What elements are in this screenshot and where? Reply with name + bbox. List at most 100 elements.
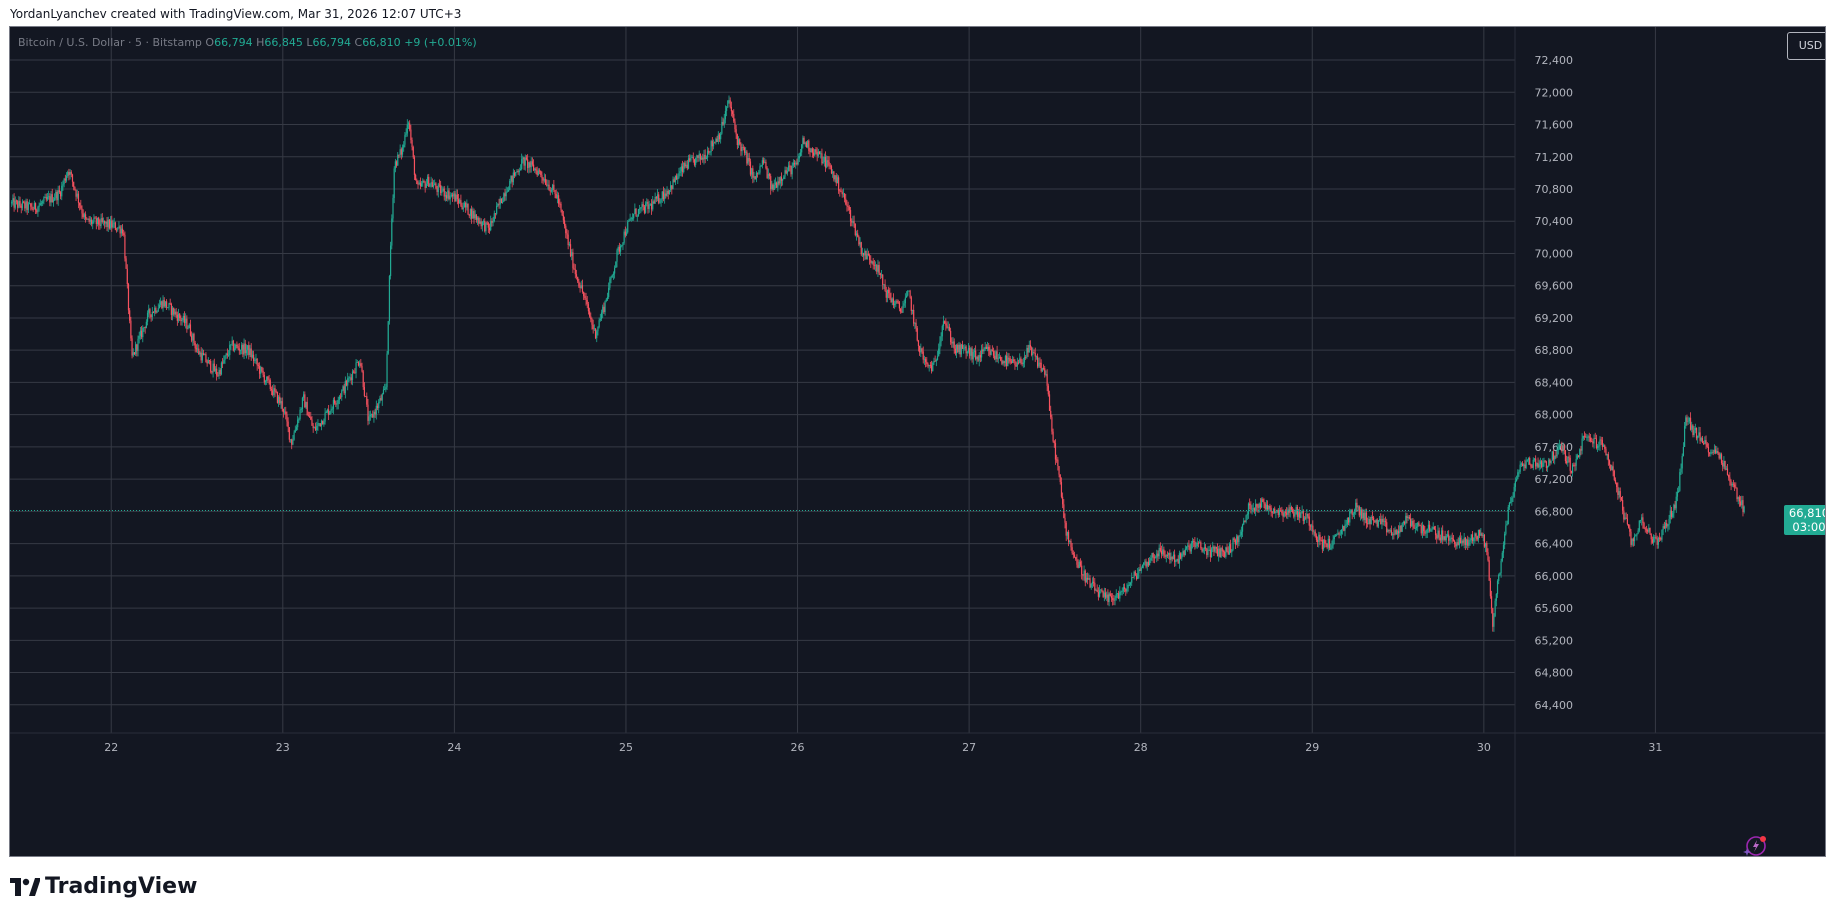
- candle-body: [1476, 536, 1478, 540]
- candle-body: [334, 399, 336, 404]
- symbol-legend[interactable]: Bitcoin / U.S. Dollar · 5 · Bitstamp O66…: [18, 36, 477, 49]
- candle-body: [718, 134, 721, 140]
- candle-body: [1591, 441, 1593, 443]
- candle-body: [266, 376, 268, 382]
- currency-button[interactable]: USD: [1787, 32, 1825, 60]
- candle-body: [574, 269, 576, 275]
- candle-body: [330, 409, 332, 412]
- sparkle-icon[interactable]: [1741, 832, 1769, 856]
- brand-name: TradingView: [45, 874, 198, 899]
- candle-body: [948, 326, 951, 331]
- candle-body: [18, 200, 20, 208]
- candle-body: [1262, 499, 1264, 502]
- candle-body: [250, 348, 252, 358]
- candle-body: [986, 346, 989, 349]
- candle-body: [1717, 450, 1719, 453]
- candle-body: [1022, 362, 1024, 365]
- candle-body: [1100, 589, 1102, 591]
- candle-body: [1303, 517, 1306, 522]
- candle-body: [961, 344, 964, 349]
- candle-body: [951, 342, 953, 344]
- candle-body: [1531, 466, 1533, 468]
- candle-body: [341, 390, 343, 398]
- candle-body: [998, 357, 1001, 359]
- candle-body: [264, 381, 267, 383]
- candle-body: [1470, 534, 1472, 541]
- candle-body: [901, 311, 903, 313]
- candle-body: [522, 157, 524, 160]
- candle-body: [1392, 533, 1394, 536]
- candle-body: [366, 396, 368, 405]
- candle-body: [1108, 593, 1110, 603]
- candle-body: [954, 348, 956, 354]
- candle-body: [300, 409, 302, 410]
- candle-body: [708, 150, 710, 153]
- candle-body: [637, 209, 640, 216]
- candle-body: [1384, 521, 1387, 523]
- candle-body: [677, 177, 679, 180]
- candle-body: [401, 147, 404, 155]
- legend-symbol[interactable]: Bitcoin / U.S. Dollar · 5 · Bitstamp: [18, 36, 202, 49]
- candle-body: [1369, 518, 1371, 525]
- candle-body: [515, 171, 517, 176]
- candle-body: [568, 244, 570, 246]
- candle-body: [745, 151, 747, 153]
- candle-body: [890, 298, 892, 303]
- candle-body: [1082, 574, 1084, 576]
- candle-body: [1339, 533, 1341, 535]
- candle-body: [1175, 560, 1177, 563]
- candle-body: [789, 165, 791, 167]
- candle-body: [1039, 362, 1041, 364]
- candle-body: [1477, 529, 1480, 540]
- candle-body: [1703, 442, 1705, 445]
- candle-body: [146, 312, 149, 322]
- candle-body: [842, 193, 844, 195]
- candle-body: [1104, 592, 1107, 598]
- candle-body: [1034, 353, 1036, 357]
- candle-body: [1412, 521, 1414, 525]
- candle-body: [1185, 546, 1188, 549]
- candle-body: [853, 221, 855, 224]
- candle-body: [919, 346, 921, 353]
- candle-body: [1191, 541, 1194, 543]
- candle-body: [746, 151, 748, 164]
- candle-body: [324, 412, 326, 422]
- candle-body: [362, 371, 364, 388]
- candle-body: [154, 307, 156, 313]
- candle-body: [652, 201, 654, 210]
- candle-body: [1642, 517, 1644, 524]
- candle-body: [946, 325, 948, 328]
- candle-body: [867, 253, 870, 256]
- candle-body: [1181, 553, 1183, 559]
- candle-body: [1032, 352, 1034, 356]
- candle-body: [219, 369, 221, 375]
- candle-body: [1168, 553, 1170, 556]
- candle-body: [1649, 527, 1651, 535]
- candle-body: [1116, 593, 1119, 595]
- candle-body: [997, 358, 999, 360]
- candle-body: [1107, 594, 1109, 603]
- candle-body: [1245, 515, 1247, 522]
- candle-body: [722, 121, 724, 125]
- candle-body: [882, 274, 884, 285]
- candle-body: [200, 352, 202, 361]
- tradingview-brand[interactable]: TradingView: [10, 874, 197, 899]
- candle-body: [319, 423, 321, 427]
- y-tick-label: 70,000: [1535, 247, 1574, 260]
- candle-body: [1674, 504, 1676, 509]
- candle-body: [721, 121, 723, 134]
- candle-body: [1145, 561, 1147, 567]
- chart-canvas[interactable]: 72,40072,00071,60071,20070,80070,40070,0…: [10, 27, 1826, 857]
- candle-body: [261, 367, 263, 372]
- candle-body: [1179, 553, 1182, 559]
- candle-body: [509, 180, 511, 190]
- candle-body: [1550, 460, 1552, 463]
- candle-body: [238, 348, 240, 351]
- candle-body: [469, 209, 472, 216]
- candle-body: [686, 164, 688, 169]
- candle-body: [1714, 449, 1717, 454]
- candle-body: [1427, 524, 1430, 529]
- candle-body: [698, 153, 700, 158]
- candle-body: [983, 349, 985, 352]
- chart-area[interactable]: 72,400 72,000 71,600 71,200 70,800 70,400 70,0…: [9, 26, 1826, 857]
